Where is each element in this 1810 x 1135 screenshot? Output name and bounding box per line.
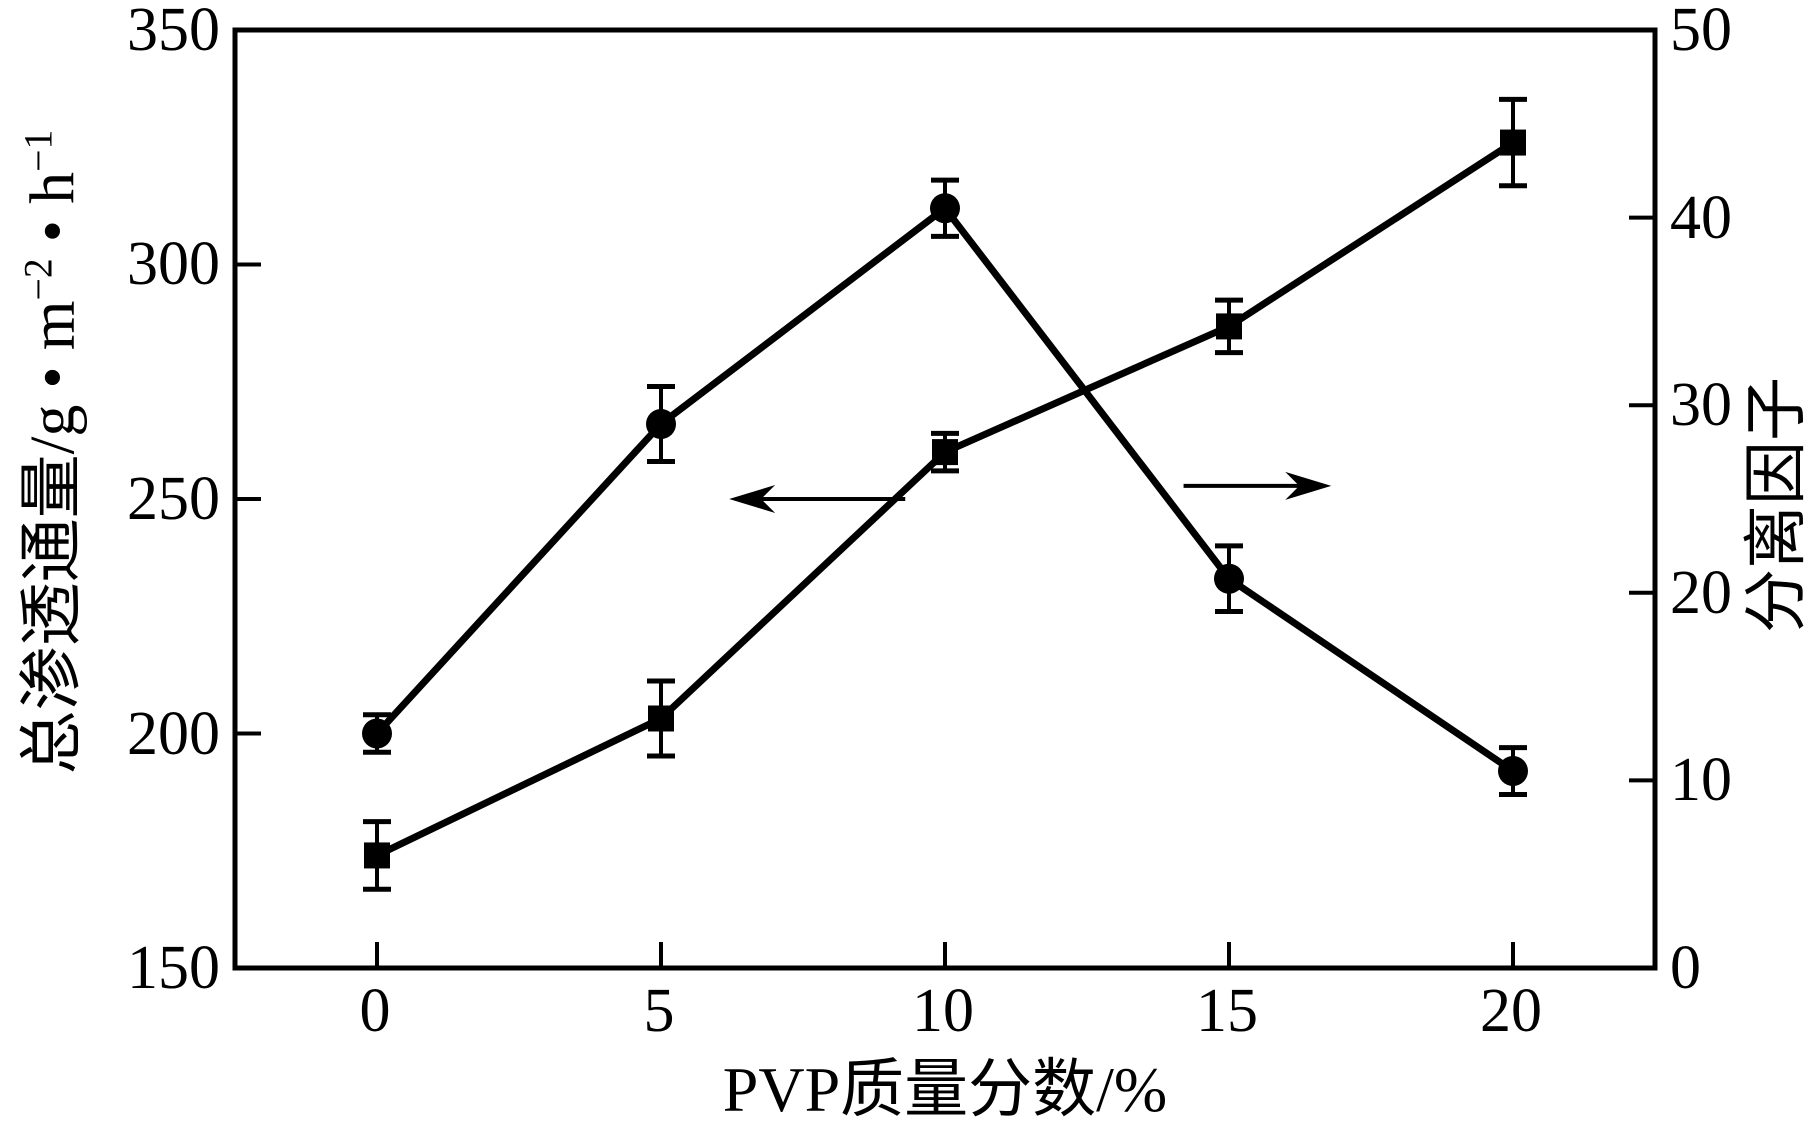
left-axis-title-text: • h xyxy=(16,171,88,259)
data-point-circle xyxy=(1498,756,1528,787)
data-point-square xyxy=(648,705,674,732)
data-point-square xyxy=(1216,313,1242,340)
left-axis-tick-label: 150 xyxy=(127,934,220,1002)
left-axis-title: 总渗透通量/g • m−2 • h−1 xyxy=(16,129,87,775)
series-line-circle xyxy=(374,204,1515,774)
data-point-circle xyxy=(362,718,392,749)
right-axis-title: 分离因子 xyxy=(1741,377,1810,633)
right-axis-tick-label: 30 xyxy=(1670,371,1732,439)
right-axis-tick-label: 0 xyxy=(1670,934,1701,1002)
left-axis-title-superscript: −2 xyxy=(16,258,61,301)
data-point-circle xyxy=(930,193,960,224)
right-axis-tick-label: 10 xyxy=(1670,746,1732,814)
plot-frame xyxy=(232,27,1658,971)
x-axis-tick-label: 15 xyxy=(1196,977,1258,1045)
axis-arrow-head-left xyxy=(729,485,776,513)
right-axis-tick-label: 20 xyxy=(1670,559,1732,627)
left-axis-tick-label: 350 xyxy=(127,0,220,64)
right-axis-tick-label: 50 xyxy=(1670,0,1732,64)
x-axis-tick-label: 0 xyxy=(359,977,391,1045)
data-point-square xyxy=(1500,129,1526,156)
axis-arrow-head-right xyxy=(1285,471,1332,500)
x-axis-tick-label: 5 xyxy=(643,977,675,1045)
series-line-square xyxy=(375,139,1515,859)
data-point-circle xyxy=(646,408,676,439)
data-point-square xyxy=(932,439,958,466)
left-axis-tick-label: 200 xyxy=(127,700,220,768)
left-axis-title-superscript: −1 xyxy=(16,129,61,172)
x-axis-tick-label: 20 xyxy=(1480,977,1542,1045)
x-axis-title: PVP质量分数/% xyxy=(722,1054,1168,1125)
left-axis-title-text: 总渗透通量/g • m xyxy=(16,300,88,775)
data-point-circle xyxy=(1214,563,1244,594)
right-axis-tick-label: 40 xyxy=(1670,184,1732,252)
left-axis-tick-label: 250 xyxy=(127,465,220,533)
x-axis-tick-label: 10 xyxy=(912,977,974,1045)
left-axis-tick-label: 300 xyxy=(127,230,220,298)
data-point-square xyxy=(364,842,390,869)
